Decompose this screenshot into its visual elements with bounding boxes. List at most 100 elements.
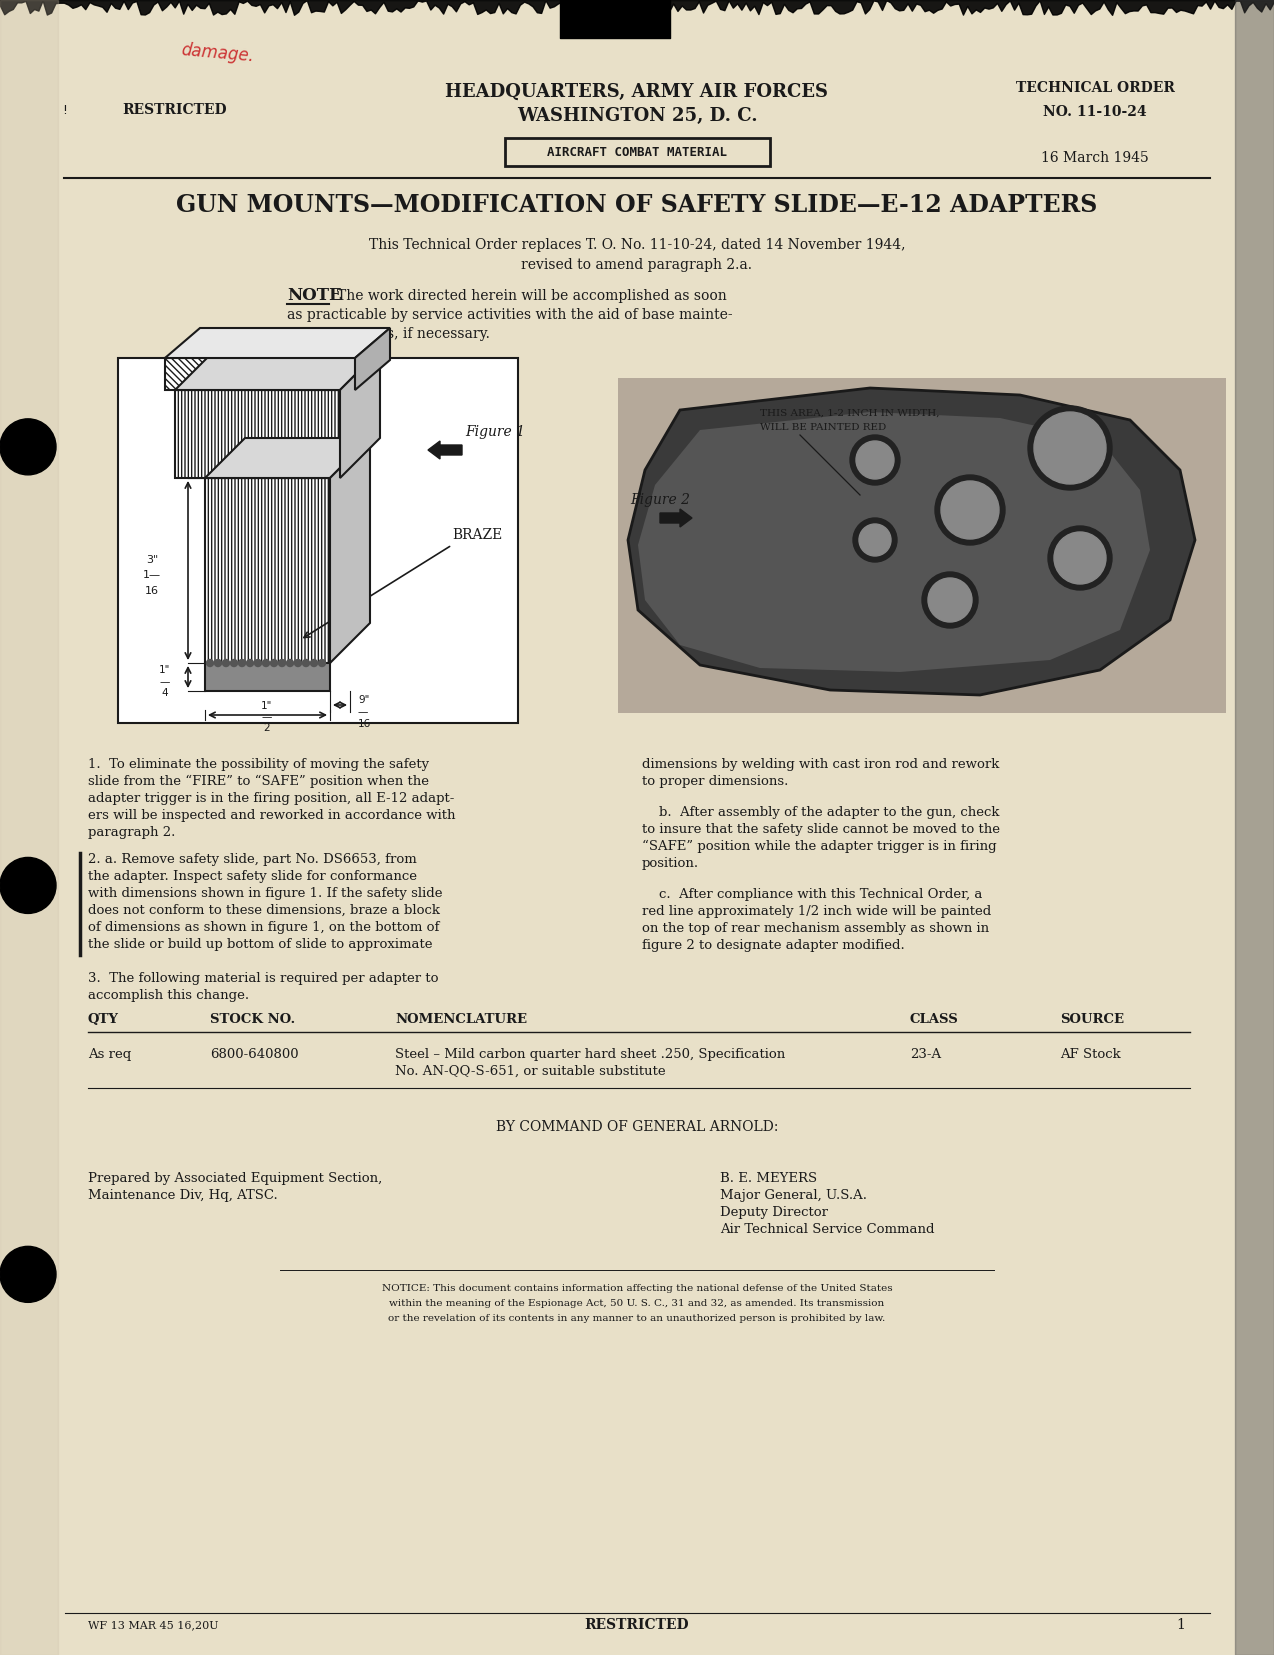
Circle shape [206,659,214,667]
Polygon shape [355,328,390,391]
Text: Maintenance Div, Hq, ATSC.: Maintenance Div, Hq, ATSC. [88,1188,278,1202]
Polygon shape [1235,0,1274,1655]
Text: HEADQUARTERS, ARMY AIR FORCES: HEADQUARTERS, ARMY AIR FORCES [446,83,828,101]
Text: 1": 1" [159,665,171,675]
Text: Figure 2: Figure 2 [631,493,691,506]
Text: RESTRICTED: RESTRICTED [122,103,227,118]
Text: SOURCE: SOURCE [1060,1013,1124,1026]
Text: AF Stock: AF Stock [1060,1048,1121,1061]
Text: position.: position. [642,857,699,871]
Text: the slide or build up bottom of slide to approximate: the slide or build up bottom of slide to… [88,938,432,952]
Text: the adapter. Inspect safety slide for conformance: the adapter. Inspect safety slide for co… [88,871,417,884]
Text: 1—: 1— [143,569,161,579]
Text: 3.  The following material is required per adapter to: 3. The following material is required pe… [88,971,438,985]
Polygon shape [628,387,1195,695]
Text: As req: As req [88,1048,131,1061]
Circle shape [0,419,56,475]
Text: nance facilities, if necessary.: nance facilities, if necessary. [287,328,490,341]
Text: B. E. MEYERS: B. E. MEYERS [720,1172,817,1185]
Text: TECHNICAL ORDER: TECHNICAL ORDER [1015,81,1175,94]
Text: accomplish this change.: accomplish this change. [88,990,250,1001]
Circle shape [279,659,285,667]
Text: b.  After assembly of the adapter to the gun, check: b. After assembly of the adapter to the … [642,806,1000,819]
Text: “SAFE” position while the adapter trigger is in firing: “SAFE” position while the adapter trigge… [642,841,996,854]
Text: AIRCRAFT COMBAT MATERIAL: AIRCRAFT COMBAT MATERIAL [548,146,727,159]
Text: Deputy Director: Deputy Director [720,1206,828,1220]
Circle shape [854,518,897,563]
FancyArrow shape [428,440,462,458]
Text: STOCK NO.: STOCK NO. [210,1013,296,1026]
Text: GUN MOUNTS—MODIFICATION OF SAFETY SLIDE—E-12 ADAPTERS: GUN MOUNTS—MODIFICATION OF SAFETY SLIDE—… [176,194,1098,217]
Text: CLASS: CLASS [910,1013,959,1026]
Circle shape [927,578,972,622]
Polygon shape [166,328,390,357]
Text: 23-A: 23-A [910,1048,941,1061]
Circle shape [859,525,891,556]
Text: figure 2 to designate adapter modified.: figure 2 to designate adapter modified. [642,938,905,952]
Text: to insure that the safety slide cannot be moved to the: to insure that the safety slide cannot b… [642,823,1000,836]
Bar [205,664,330,692]
Circle shape [941,482,999,540]
Text: 3": 3" [147,554,158,564]
Text: RESTRICTED: RESTRICTED [585,1619,689,1632]
Bar [618,377,1226,713]
Text: BY COMMAND OF GENERAL ARNOLD:: BY COMMAND OF GENERAL ARNOLD: [496,1120,778,1134]
Bar [166,357,355,391]
Text: on the top of rear mechanism assembly as shown in: on the top of rear mechanism assembly as… [642,922,989,935]
Text: WF 13 MAR 45 16,20U: WF 13 MAR 45 16,20U [88,1620,219,1630]
Text: —: — [159,677,171,687]
Circle shape [318,659,325,667]
Polygon shape [330,439,369,664]
Circle shape [922,573,978,627]
Text: 4: 4 [162,688,168,698]
Text: 1.  To eliminate the possibility of moving the safety: 1. To eliminate the possibility of movin… [88,758,429,771]
Text: ers will be inspected and reworked in accordance with: ers will be inspected and reworked in ac… [88,809,456,823]
Text: This Technical Order replaces T. O. No. 11-10-24, dated 14 November 1944,: This Technical Order replaces T. O. No. … [368,238,906,252]
Text: Figure 1: Figure 1 [465,425,525,439]
Text: red line approximately 1/2 inch wide will be painted: red line approximately 1/2 inch wide wil… [642,905,991,919]
Polygon shape [638,412,1150,672]
Circle shape [294,659,302,667]
Circle shape [0,1246,56,1302]
Circle shape [238,659,246,667]
Circle shape [1028,405,1112,490]
Circle shape [1054,531,1106,584]
Circle shape [255,659,261,667]
Text: slide from the “FIRE” to “SAFE” position when the: slide from the “FIRE” to “SAFE” position… [88,775,429,788]
Circle shape [935,475,1005,544]
Text: NOTICE: This document contains information affecting the national defense of the: NOTICE: This document contains informati… [382,1284,892,1293]
Circle shape [246,659,254,667]
Text: QTY: QTY [88,1013,118,1026]
Text: 16 March 1945: 16 March 1945 [1041,151,1149,166]
Polygon shape [175,349,380,391]
Text: dimensions by welding with cast iron rod and rework: dimensions by welding with cast iron rod… [642,758,999,771]
Text: 9": 9" [358,695,369,705]
Text: NOMENCLATURE: NOMENCLATURE [395,1013,527,1026]
Text: 1": 1" [261,702,273,712]
Text: 6800-640800: 6800-640800 [210,1048,298,1061]
Text: NO. 11-10-24: NO. 11-10-24 [1043,104,1147,119]
Circle shape [214,659,222,667]
Text: 1: 1 [1176,1619,1185,1632]
Circle shape [0,857,56,914]
Text: 16: 16 [145,586,159,596]
Circle shape [1034,412,1106,483]
Text: 2. a. Remove safety slide, part No. DS6653, from: 2. a. Remove safety slide, part No. DS66… [88,852,417,866]
Bar [505,137,769,166]
Polygon shape [205,439,369,478]
Text: revised to amend paragraph 2.a.: revised to amend paragraph 2.a. [521,258,753,271]
Text: adapter trigger is in the firing position, all E-12 adapt-: adapter trigger is in the firing positio… [88,793,455,804]
Text: WASHINGTON 25, D. C.: WASHINGTON 25, D. C. [517,108,757,126]
Text: within the meaning of the Espionage Act, 50 U. S. C., 31 and 32, as amended. Its: within the meaning of the Espionage Act,… [390,1299,884,1307]
Circle shape [262,659,270,667]
Circle shape [287,659,293,667]
Text: damage.: damage. [180,41,255,65]
Text: does not conform to these dimensions, braze a block: does not conform to these dimensions, br… [88,904,440,917]
Text: Prepared by Associated Equipment Section,: Prepared by Associated Equipment Section… [88,1172,382,1185]
Text: The work directed herein will be accomplished as soon: The work directed herein will be accompl… [338,290,726,303]
Text: 2: 2 [264,723,270,733]
Bar [118,357,519,723]
Text: BRAZE: BRAZE [452,528,502,541]
Text: No. AN-QQ-S-651, or suitable substitute: No. AN-QQ-S-651, or suitable substitute [395,1066,665,1077]
Text: paragraph 2.: paragraph 2. [88,826,176,839]
